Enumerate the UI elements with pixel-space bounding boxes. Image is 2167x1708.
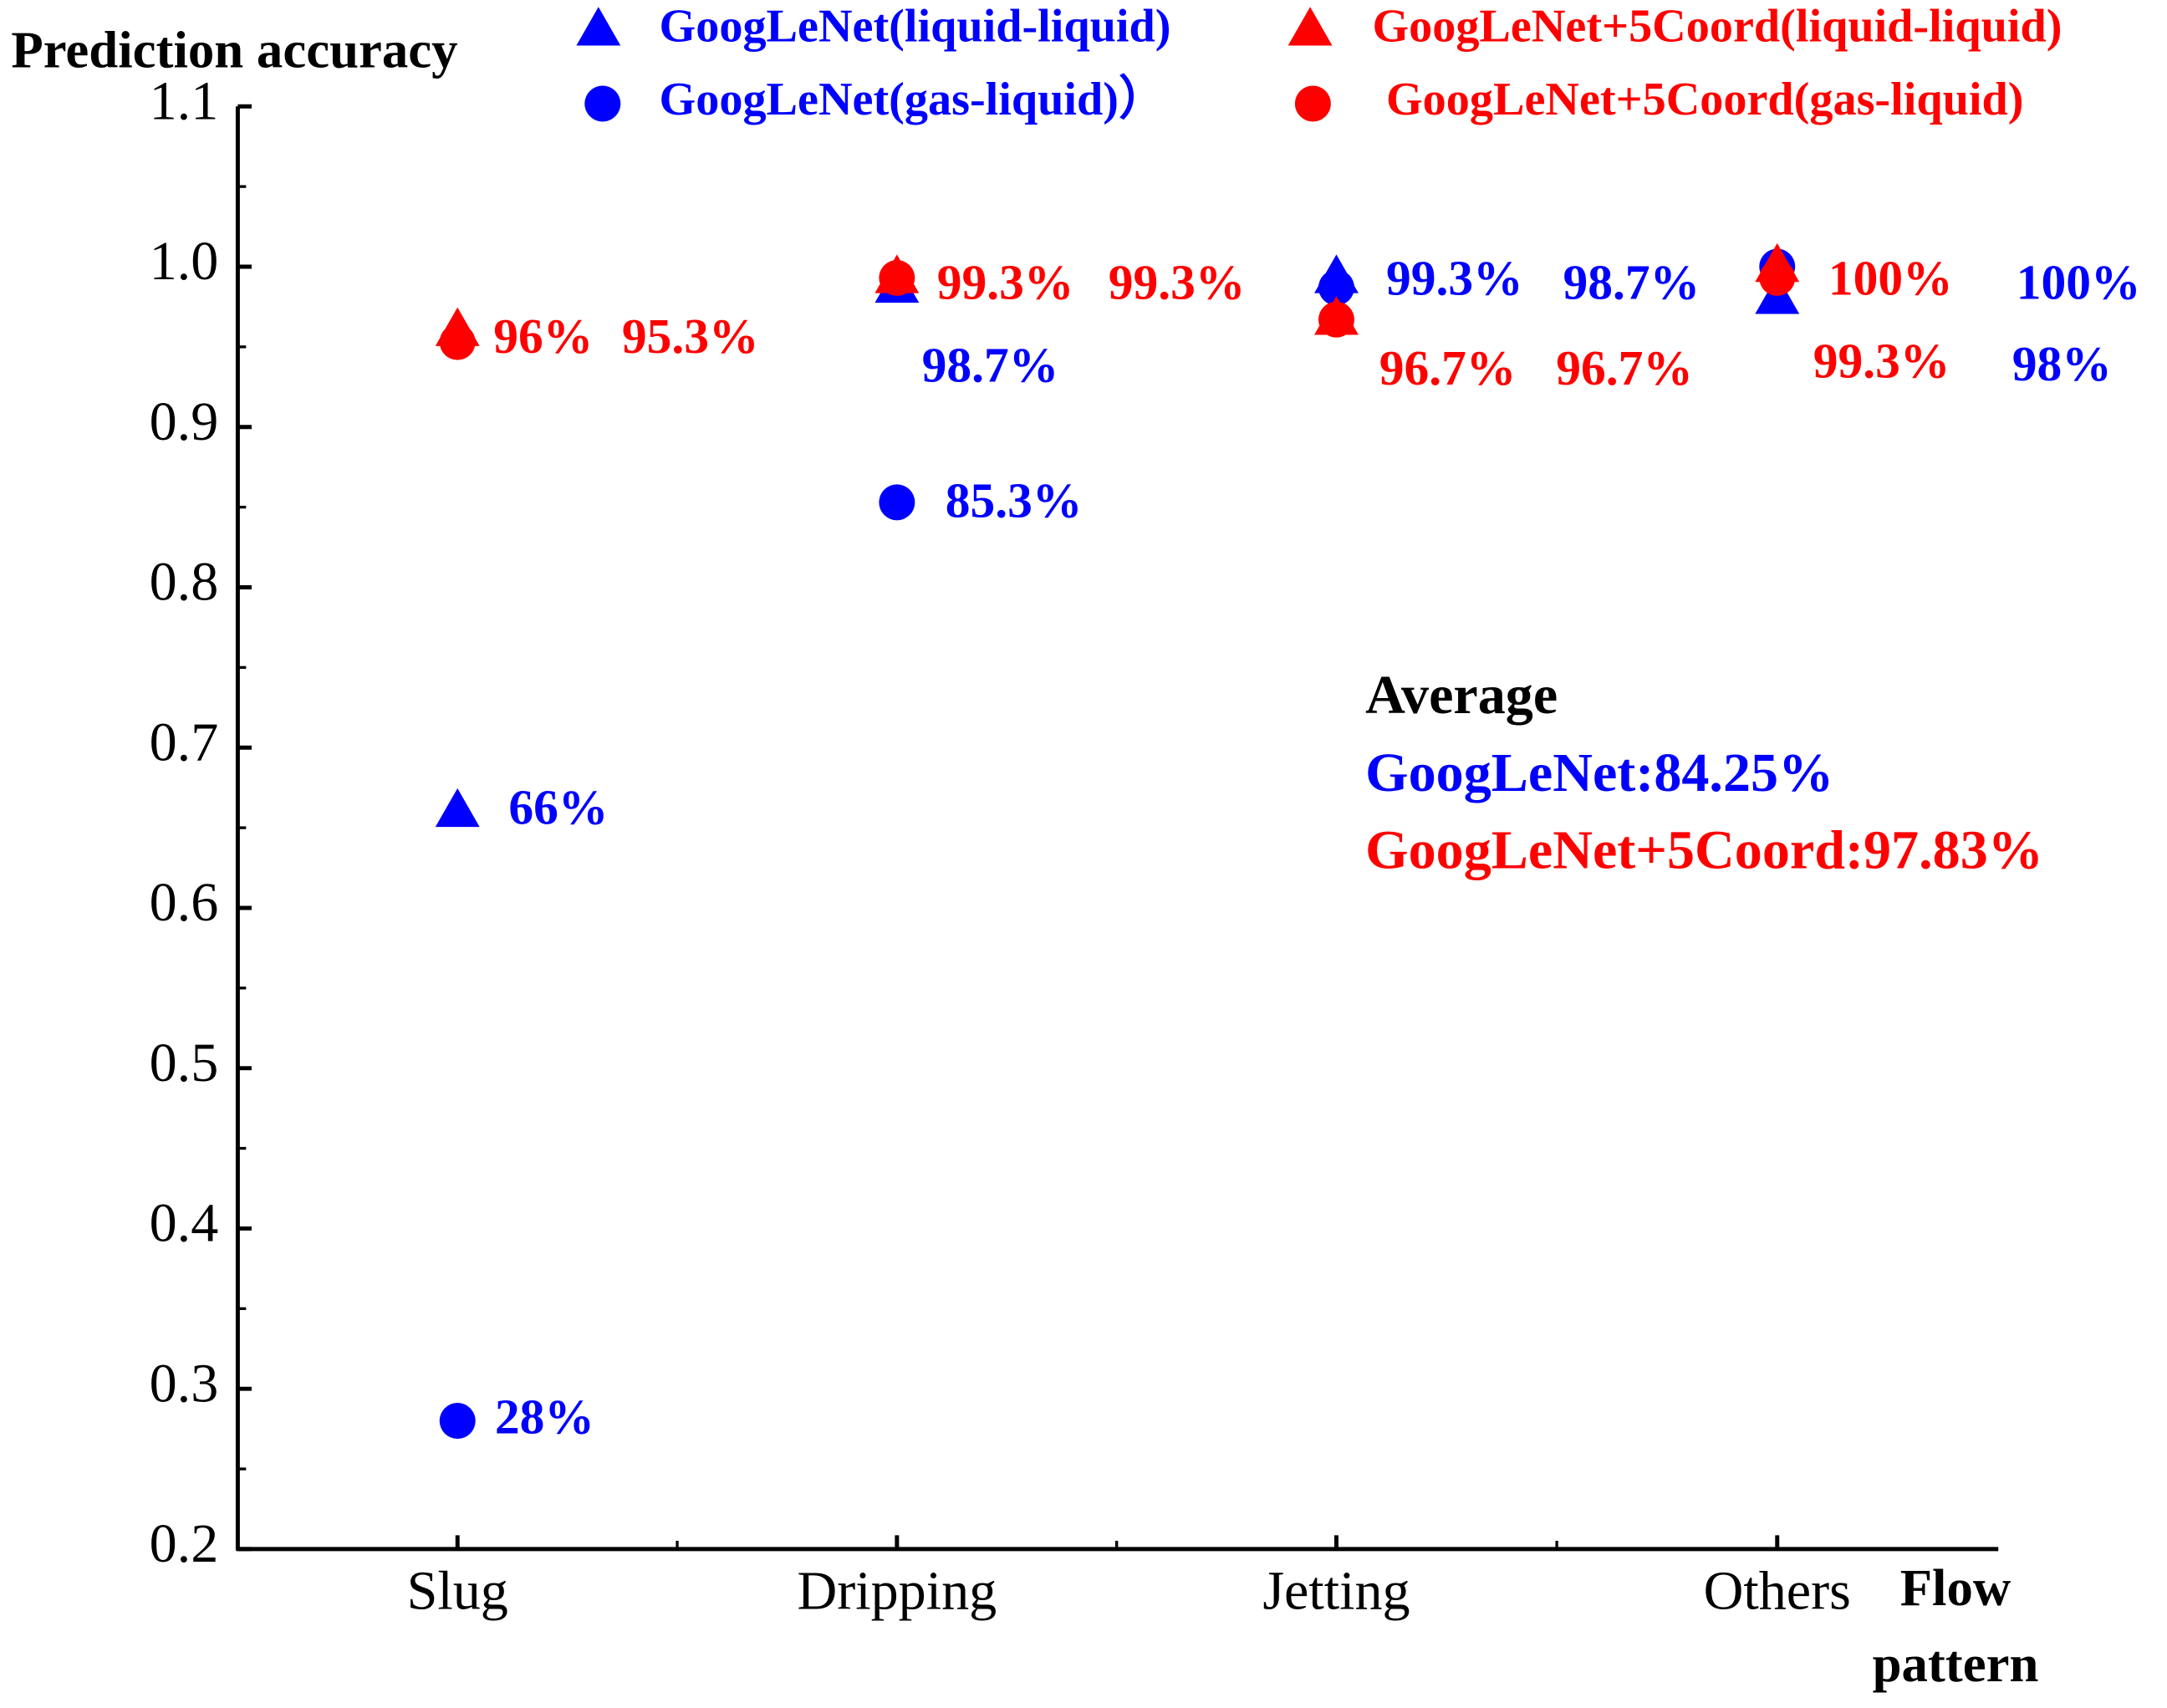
data-label: 100% bbox=[1828, 251, 1953, 306]
x-tick-label: Dripping bbox=[797, 1560, 997, 1621]
annotation: GoogLeNet:84.25% bbox=[1365, 742, 1833, 803]
circle-marker bbox=[1294, 85, 1331, 122]
triangle-marker bbox=[435, 788, 480, 828]
data-label: 99.3% bbox=[1813, 334, 1950, 389]
data-label: 96.7% bbox=[1556, 340, 1693, 395]
data-label: 98.7% bbox=[1563, 254, 1700, 309]
data-label: 98% bbox=[2012, 336, 2112, 391]
data-label: 99.3% bbox=[937, 254, 1074, 309]
data-label: 98.7% bbox=[922, 338, 1059, 393]
x-axis-label: Flow bbox=[1900, 1558, 2011, 1617]
y-tick-label: 0.5 bbox=[150, 1032, 219, 1094]
circle-marker bbox=[1759, 259, 1796, 296]
y-tick-label: 0.2 bbox=[150, 1513, 219, 1574]
legend-label: GoogLeNet+5Coord(gas-liquid) bbox=[1386, 74, 2023, 125]
annotation: GoogLeNet+5Coord:97.83% bbox=[1365, 819, 2043, 880]
legend-label: GoogLeNet(liquid-liquid) bbox=[660, 0, 1171, 52]
data-label: 96.7% bbox=[1379, 340, 1517, 395]
y-axis-label: Prediction accuracy bbox=[11, 21, 457, 79]
x-axis-label: pattern bbox=[1873, 1634, 2039, 1693]
y-tick-label: 0.8 bbox=[150, 552, 219, 613]
data-label: 66% bbox=[508, 780, 608, 835]
data-label: 99.3% bbox=[1109, 254, 1246, 309]
circle-marker bbox=[439, 324, 476, 360]
y-tick-label: 0.3 bbox=[150, 1353, 219, 1414]
y-tick-label: 1.1 bbox=[150, 70, 219, 131]
y-tick-label: 1.0 bbox=[150, 231, 219, 292]
data-label: 100% bbox=[2017, 254, 2141, 309]
legend-label: GoogLeNet(gas-liquid)） bbox=[660, 73, 1166, 125]
legend-label: GoogLeNet+5Coord(liquid-liquid) bbox=[1372, 0, 2062, 52]
circle-marker bbox=[879, 484, 915, 521]
triangle-marker bbox=[1287, 7, 1333, 46]
data-label: 95.3% bbox=[622, 308, 759, 364]
x-tick-label: Jetting bbox=[1262, 1560, 1410, 1621]
circle-marker bbox=[1318, 301, 1354, 338]
triangle-marker bbox=[576, 7, 621, 46]
data-label: 96% bbox=[493, 308, 593, 364]
y-tick-label: 0.6 bbox=[150, 872, 219, 933]
annotation: Average bbox=[1365, 665, 1558, 726]
y-tick-label: 0.4 bbox=[150, 1193, 219, 1254]
circle-marker bbox=[879, 259, 915, 296]
y-tick-label: 0.9 bbox=[150, 391, 219, 452]
circle-marker bbox=[439, 1403, 476, 1440]
circle-marker bbox=[1318, 269, 1354, 306]
y-tick-label: 0.7 bbox=[150, 711, 219, 772]
data-label: 85.3% bbox=[946, 473, 1083, 528]
x-tick-label: Others bbox=[1704, 1560, 1851, 1621]
data-label: 28% bbox=[495, 1389, 594, 1445]
x-tick-label: Slug bbox=[407, 1560, 508, 1621]
data-label: 99.3% bbox=[1386, 251, 1523, 306]
circle-marker bbox=[584, 85, 621, 122]
